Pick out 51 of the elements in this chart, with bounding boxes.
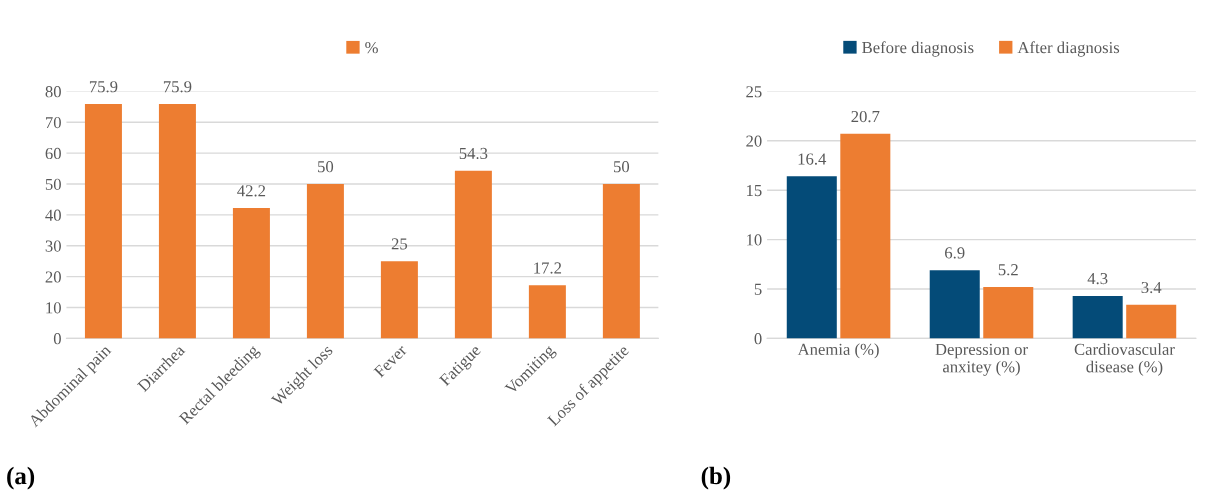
data-label: 75.9: [89, 81, 118, 93]
bar: [840, 133, 891, 339]
bar: [1126, 304, 1177, 339]
bar: [158, 104, 196, 339]
text: (b): [701, 466, 731, 490]
y-tick-label: 15: [747, 184, 762, 197]
y-tick-label: 20: [746, 135, 762, 147]
x-tick-label: Cardiovascular disease (%): [1074, 343, 1175, 376]
bar: [786, 176, 837, 339]
legend-label: After diagnosis: [1017, 41, 1120, 57]
y-tick-label: 50: [45, 178, 61, 190]
legend-label: Before diagnosis: [862, 41, 974, 57]
data-label: 3.4: [1141, 281, 1162, 294]
data-label: 4.3: [1087, 272, 1108, 285]
legend-label: %: [365, 42, 378, 54]
bar: [380, 261, 418, 339]
data-label: 17.2: [534, 262, 562, 274]
y-tick-label: 25: [746, 86, 762, 98]
bar: [306, 184, 344, 339]
bar: [602, 184, 640, 339]
bar: [454, 170, 492, 339]
data-label: 5.2: [998, 264, 1018, 276]
data-label: 75.9: [163, 81, 192, 93]
data-label: 42.2: [237, 185, 266, 197]
data-label: 50: [318, 161, 334, 173]
y-tick-label: 0: [754, 333, 762, 345]
bar: [232, 208, 270, 339]
y-tick-label: 10: [46, 302, 61, 314]
data-label: 20.7: [851, 110, 880, 123]
text: (a): [7, 466, 35, 490]
y-tick-label: 40: [45, 209, 61, 221]
bar: [983, 287, 1034, 339]
y-tick-label: 60: [45, 147, 61, 160]
bar: [1072, 295, 1123, 339]
x-tick-label: Anemia (%): [797, 343, 879, 359]
data-label: 6.9: [945, 247, 965, 259]
y-tick-label: 30: [45, 240, 61, 252]
y-tick-label: 10: [747, 234, 762, 246]
x-tick-label: Depression or anxitey (%): [935, 343, 1028, 376]
bar: [929, 270, 980, 339]
data-label: 54.3: [459, 147, 488, 160]
y-tick-label: 5: [754, 283, 762, 295]
data-label: 50: [614, 161, 630, 173]
data-label: 16.4: [798, 153, 827, 165]
y-tick-label: 80: [45, 86, 61, 98]
bar: [528, 285, 566, 339]
data-label: 25: [391, 238, 408, 250]
y-tick-label: 70: [46, 116, 61, 129]
bar: [84, 104, 122, 339]
y-tick-label: 0: [53, 333, 61, 345]
y-tick-label: 20: [45, 271, 61, 283]
